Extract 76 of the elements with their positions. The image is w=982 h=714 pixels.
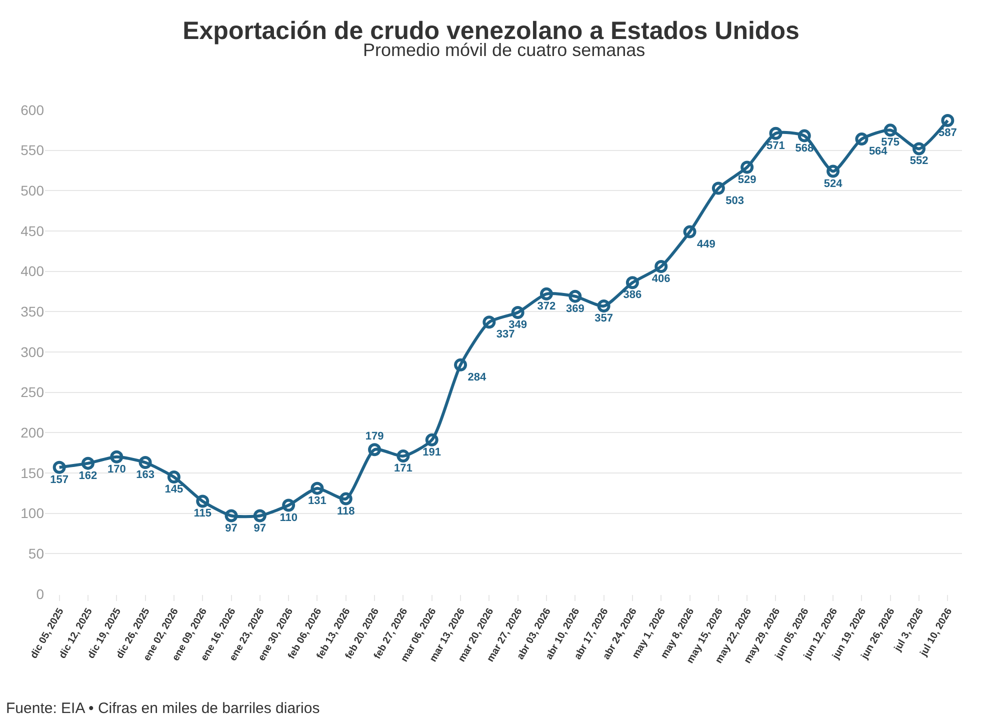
data-label: 97 — [225, 522, 238, 534]
data-label: 163 — [136, 469, 154, 482]
data-label: 449 — [697, 238, 716, 250]
y-tick-label: 600 — [20, 102, 44, 118]
data-label: 529 — [738, 174, 756, 186]
data-label: 524 — [824, 178, 844, 190]
data-label: 191 — [422, 446, 442, 458]
data-label: 349 — [508, 318, 528, 331]
data-label: 337 — [496, 328, 515, 341]
point — [798, 129, 811, 142]
point — [826, 164, 840, 178]
point — [368, 443, 382, 456]
source-note: Fuente: EIA • Cifras en miles de barriles diarios — [6, 700, 320, 714]
data-label: 284 — [468, 371, 488, 384]
data-label: 179 — [365, 430, 384, 443]
point — [396, 450, 410, 463]
point — [52, 460, 66, 474]
point — [282, 498, 296, 512]
y-tick-label: 0 — [36, 586, 44, 602]
data-label: 162 — [78, 470, 98, 482]
data-label: 357 — [594, 312, 613, 325]
y-tick-label: 450 — [20, 222, 44, 239]
point — [884, 124, 897, 137]
data-label: 157 — [50, 474, 69, 486]
point — [683, 225, 696, 238]
point — [224, 509, 238, 522]
data-label: 372 — [537, 300, 556, 312]
data-label: 386 — [623, 289, 642, 302]
y-tick-label: 300 — [20, 344, 44, 360]
data-label: 97 — [254, 522, 266, 534]
point — [81, 456, 94, 470]
data-label: 115 — [194, 508, 212, 520]
data-label: 131 — [308, 494, 326, 507]
data-label: 503 — [726, 194, 744, 207]
chart-subtitle: Promedio móvil de cuatro semanas — [363, 40, 646, 60]
data-label: 118 — [337, 505, 355, 518]
data-label: 369 — [566, 302, 584, 315]
point — [712, 182, 725, 195]
point — [540, 287, 553, 300]
point — [310, 482, 324, 495]
data-label: 110 — [280, 512, 298, 524]
data-label: 170 — [107, 463, 126, 476]
point — [855, 132, 868, 146]
data-label: 564 — [868, 146, 888, 158]
point — [425, 433, 438, 446]
point — [454, 358, 468, 372]
y-tick-label: 500 — [20, 182, 44, 199]
point — [138, 456, 152, 470]
point — [568, 290, 582, 303]
y-tick-label: 200 — [20, 424, 44, 441]
y-tick-label: 550 — [20, 142, 44, 158]
point — [339, 492, 352, 506]
data-label: 171 — [394, 462, 412, 475]
data-label: 145 — [164, 484, 184, 496]
point — [769, 126, 782, 140]
point — [941, 114, 954, 127]
y-tick-label: 150 — [20, 464, 44, 481]
y-tick-label: 50 — [28, 546, 44, 562]
y-tick-label: 100 — [20, 505, 44, 522]
y-tick-label: 350 — [20, 304, 44, 320]
data-label: 552 — [910, 155, 928, 168]
point — [253, 509, 266, 522]
point — [626, 276, 639, 290]
point — [511, 306, 524, 319]
point — [167, 470, 180, 484]
data-label: 571 — [766, 140, 785, 152]
y-tick-label: 400 — [20, 263, 44, 280]
point — [110, 450, 124, 464]
y-tick-label: 250 — [20, 384, 44, 400]
point — [654, 260, 668, 273]
point — [196, 494, 210, 508]
point — [740, 160, 754, 174]
point — [597, 300, 610, 313]
point — [482, 316, 496, 329]
point — [912, 142, 926, 156]
data-label: 406 — [652, 272, 670, 285]
